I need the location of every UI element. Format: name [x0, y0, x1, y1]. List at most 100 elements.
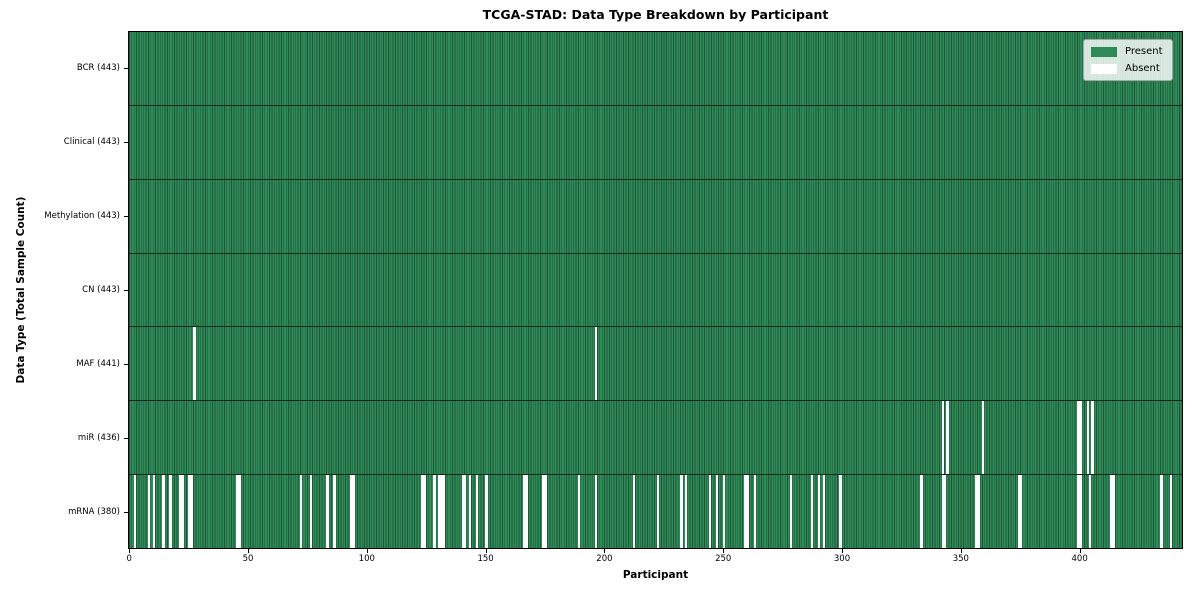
- y-tick-label-MAF: MAF (441): [76, 359, 120, 369]
- absent-stripe: [1091, 401, 1094, 475]
- absent-stripe: [974, 475, 978, 549]
- absent-stripe: [525, 475, 529, 549]
- absent-stripe: [1169, 475, 1173, 549]
- absent-stripe: [133, 475, 137, 549]
- x-tick: [604, 549, 606, 553]
- y-tick-label-miR: miR (436): [77, 433, 120, 443]
- absent-stripe: [440, 475, 443, 549]
- x-tick: [366, 549, 368, 553]
- x-tick-label: 50: [242, 554, 254, 564]
- absent-stripe: [753, 475, 757, 549]
- absent-stripe: [178, 475, 182, 549]
- absent-stripe: [461, 475, 465, 549]
- chart-title: TCGA-STAD: Data Type Breakdown by Partic…: [482, 7, 829, 22]
- absent-stripe: [1077, 475, 1080, 549]
- absent-stripe: [437, 475, 441, 549]
- absent-stripe: [594, 475, 598, 549]
- y-tick-label-mRNA: mRNA (380): [68, 507, 120, 517]
- absent-stripe: [822, 475, 826, 549]
- y-tick-label-Clinical: Clinical (443): [63, 137, 120, 147]
- absent-stripe: [162, 475, 165, 549]
- absent-stripe: [946, 401, 949, 475]
- absent-stripe: [433, 475, 436, 549]
- heatmap-row-CN: [129, 252, 1182, 327]
- x-tick: [842, 549, 844, 553]
- heatmap-row-mRNA: [129, 474, 1182, 549]
- absent-stripe: [421, 475, 424, 549]
- absent-stripe: [810, 475, 814, 549]
- legend-item-absent: Absent: [1091, 62, 1163, 75]
- x-tick: [960, 549, 962, 553]
- absent-stripe: [542, 475, 545, 549]
- x-axis-label: Participant: [622, 569, 689, 581]
- absent-stripe: [238, 475, 241, 549]
- absent-stripe: [680, 475, 683, 549]
- x-tick-label: 100: [358, 554, 375, 564]
- absent-stripe: [1112, 475, 1116, 549]
- absent-stripe: [789, 475, 792, 549]
- absent-stripe: [423, 475, 426, 549]
- absent-stripe: [1088, 475, 1092, 549]
- x-tick-label: 400: [1071, 554, 1088, 564]
- absent-stripe: [715, 475, 719, 549]
- absent-stripe: [594, 327, 598, 401]
- absent-stripe: [818, 475, 821, 549]
- absent-stripe: [152, 475, 156, 549]
- absent-stripe: [148, 475, 151, 549]
- legend-label-present: Present: [1125, 46, 1163, 57]
- absent-stripe: [169, 475, 172, 549]
- absent-stripe: [333, 475, 336, 549]
- absent-stripe: [181, 475, 184, 549]
- legend-label-absent: Absent: [1125, 63, 1160, 74]
- absent-stripe: [744, 475, 747, 549]
- absent-stripe: [982, 401, 985, 475]
- absent-stripe: [464, 475, 467, 549]
- legend: Present Absent: [1083, 39, 1173, 81]
- absent-stripe: [944, 475, 947, 549]
- absent-stripe: [977, 475, 980, 549]
- absent-stripe: [1079, 401, 1082, 475]
- absent-stripe: [839, 475, 842, 549]
- y-tick-label-CN: CN (443): [82, 285, 120, 295]
- x-tick-label: 150: [477, 554, 494, 564]
- y-tick: [124, 438, 128, 439]
- absent-stripe: [746, 475, 750, 549]
- absent-swatch-icon: [1091, 63, 1117, 74]
- present-swatch-icon: [1091, 46, 1117, 57]
- x-tick-label: 200: [596, 554, 613, 564]
- absent-stripe: [656, 475, 659, 549]
- x-tick: [485, 549, 487, 553]
- x-tick: [247, 549, 249, 553]
- absent-stripe: [1160, 475, 1163, 549]
- absent-stripe: [941, 475, 944, 549]
- absent-stripe: [708, 475, 712, 549]
- absent-stripe: [723, 475, 726, 549]
- x-tick-label: 0: [126, 554, 132, 564]
- heatmap-row-MAF: [129, 326, 1182, 401]
- y-tick-label-BCR: BCR (443): [76, 63, 120, 73]
- heatmap-row-Clinical: [129, 104, 1182, 179]
- absent-stripe: [632, 475, 636, 549]
- absent-stripe: [193, 327, 196, 401]
- absent-stripe: [235, 475, 239, 549]
- y-tick: [124, 364, 128, 365]
- absent-stripe: [475, 475, 479, 549]
- y-tick: [124, 216, 128, 217]
- absent-stripe: [485, 475, 488, 549]
- x-tick: [1079, 549, 1081, 553]
- absent-stripe: [1086, 401, 1089, 475]
- absent-stripe: [349, 475, 353, 549]
- absent-stripe: [578, 475, 581, 549]
- absent-stripe: [468, 475, 472, 549]
- y-tick: [124, 512, 128, 513]
- absent-stripe: [442, 475, 446, 549]
- y-tick-label-Methylation: Methylation (443): [44, 211, 120, 221]
- absent-stripe: [1110, 475, 1113, 549]
- absent-stripe: [352, 475, 355, 549]
- x-tick-label: 250: [715, 554, 732, 564]
- absent-stripe: [1079, 475, 1082, 549]
- heatmap-row-miR: [129, 400, 1182, 475]
- absent-stripe: [523, 475, 526, 549]
- y-tick: [124, 290, 128, 291]
